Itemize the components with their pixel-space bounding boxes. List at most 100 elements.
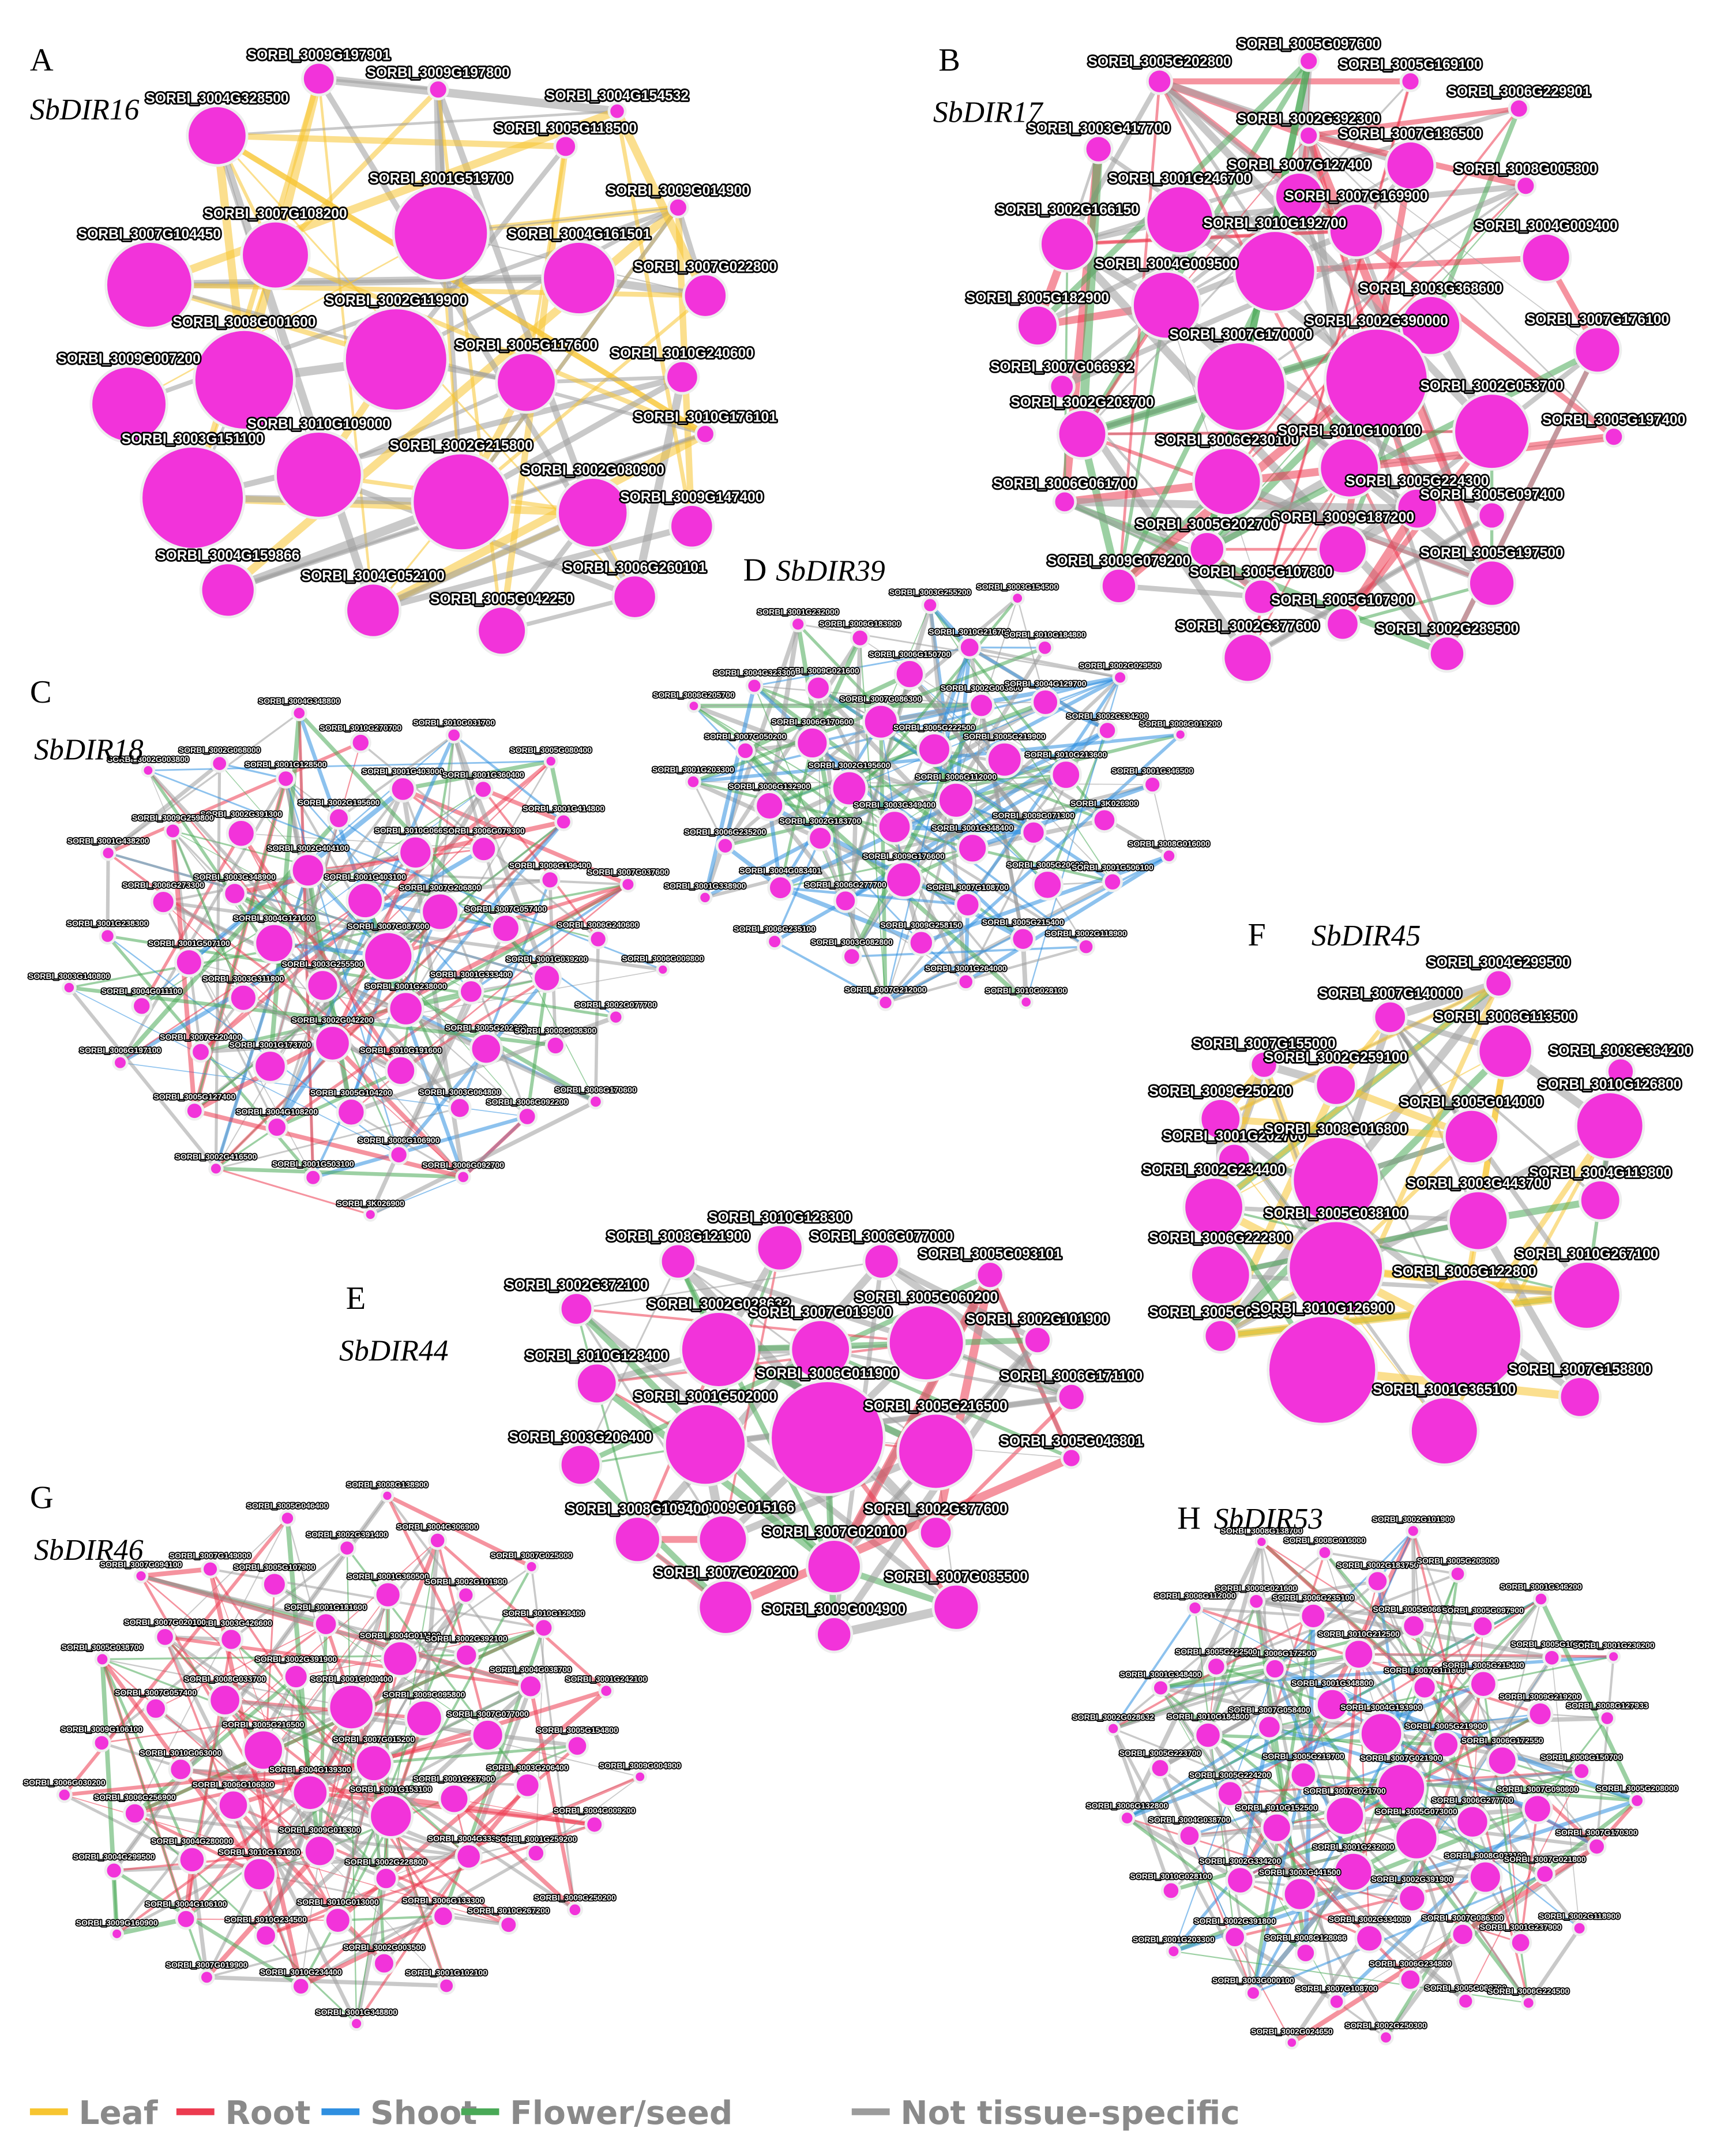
gene-label: SORBI_3003G441500	[1259, 1867, 1341, 1876]
gene-node	[553, 134, 578, 159]
gene-node	[954, 891, 982, 918]
gene-node	[1031, 688, 1060, 717]
gene-label: SORBI_3007G170300	[1556, 1828, 1638, 1837]
gene-node	[539, 869, 561, 891]
gene-label: SORBI_3006G171100	[1000, 1369, 1143, 1384]
gene-label: SORBI_3002G391400	[306, 1530, 388, 1539]
edge	[216, 1166, 464, 1179]
edge	[1126, 1816, 1242, 1882]
edge	[779, 720, 882, 889]
gene-label: SORBI_3007G090600	[1497, 1784, 1579, 1793]
edge	[1358, 1530, 1414, 1655]
edge	[163, 851, 416, 903]
gene-node	[1233, 229, 1317, 314]
edge	[452, 734, 508, 929]
gene-label: SORBI_3010G028100	[1130, 1872, 1212, 1881]
gene-label: SORBI_3002G195600	[809, 761, 890, 770]
gene-label: SORBI_3006G205700	[653, 690, 735, 699]
gene-label: SORBI_3005G202800	[1088, 54, 1231, 70]
edge	[1308, 106, 1520, 138]
edge	[482, 789, 599, 940]
gene-node	[1282, 1876, 1318, 1912]
gene-node	[1166, 1943, 1182, 1959]
gene-node	[327, 806, 351, 830]
gene-node	[1324, 326, 1430, 433]
gene-label: SORBI_3010G152500	[1236, 1803, 1318, 1812]
edge	[576, 1260, 882, 1310]
gene-node	[175, 1908, 197, 1930]
edge	[215, 820, 565, 1170]
gene-node	[766, 933, 783, 950]
gene-node	[1606, 1649, 1621, 1664]
gene-node	[663, 1402, 747, 1487]
gene-node	[1558, 1375, 1602, 1419]
gene-label: SORBI_3006G277700	[805, 880, 886, 889]
gene-label: SORBI_3005G223700	[1119, 1748, 1201, 1758]
gene-label: SORBI_3010G212500	[1318, 1629, 1400, 1638]
gene-node	[222, 881, 247, 906]
gene-label: SORBI_3005G097400	[1420, 487, 1563, 502]
gene-label: SORBI_3001G236200	[1573, 1641, 1655, 1650]
gene-label: SORBI_3007G021900	[1361, 1753, 1442, 1762]
network-panel: SORBI_3007G021900 SORBI_3007G021700 SORBI_…	[1071, 1500, 1679, 2050]
gene-label: SORBI_3002G183700	[779, 816, 861, 825]
gene-node	[94, 1651, 111, 1668]
gene-node	[533, 1617, 555, 1639]
gene-node	[588, 929, 608, 949]
edge	[1220, 1291, 1587, 1341]
edge	[1501, 1598, 1542, 1761]
gene-label: SORBI_3005G182900	[966, 290, 1109, 306]
gene-node	[301, 61, 337, 96]
gene-label: SORBI_3003G417700	[1027, 121, 1170, 136]
gene-node	[198, 1969, 215, 1986]
edge	[880, 721, 1034, 834]
gene-node	[1222, 632, 1274, 684]
gene-label: SORBI_3002G077700	[575, 1000, 657, 1009]
edge	[1082, 430, 1492, 436]
gene-label: SORBI_3007G140000	[1318, 986, 1461, 1002]
gene-node	[1446, 1189, 1510, 1252]
gene-node	[918, 1515, 954, 1551]
edge	[634, 1259, 885, 1542]
gene-label: SORBI_3005G197500	[1420, 545, 1563, 561]
gene-node	[1298, 125, 1320, 147]
gene-node	[454, 1642, 479, 1668]
gene-node	[795, 726, 830, 760]
gene-label: SORBI_3002G391900	[1371, 1874, 1453, 1883]
gene-label: SORBI_3006G019200	[1140, 719, 1222, 728]
gene-node	[217, 1788, 250, 1822]
gene-label: SORBI_3007G037600	[587, 868, 669, 877]
gene-node	[805, 1538, 863, 1596]
edge	[436, 1540, 489, 1736]
edge	[1113, 1668, 1276, 1730]
gene-label: SORBI_3010G191600	[360, 1046, 442, 1055]
gene-label: SORBI_3007G111800	[1384, 1665, 1465, 1675]
edge	[1339, 506, 1421, 626]
gene-label: SORBI_3001G346200	[1500, 1582, 1582, 1592]
edge	[1303, 1773, 1637, 1803]
gene-node	[455, 1169, 471, 1185]
gene-node	[385, 1054, 417, 1087]
gene-label: SORBI_3002G289500	[1376, 621, 1519, 637]
edge	[1113, 1653, 1359, 1730]
gene-label: SORBI_3002G392100	[426, 1634, 508, 1643]
edge	[140, 1574, 467, 1657]
gene-label: SORBI_3010G126800	[1538, 1077, 1681, 1093]
gene-node	[1587, 1836, 1607, 1857]
gene-node	[517, 1106, 538, 1127]
gene-node	[525, 1843, 546, 1864]
gene-node	[694, 423, 716, 445]
gene-label: SORBI_3005G042250	[430, 591, 573, 607]
edge	[319, 1718, 425, 1852]
gene-node	[1284, 2035, 1299, 2050]
gene-label: SORBI_3003G064800	[419, 1087, 501, 1097]
gene-node	[1225, 1865, 1256, 1896]
gene-node	[755, 1223, 805, 1273]
gene-label: SORBI_3002G101900	[425, 1577, 507, 1586]
edge	[216, 1107, 460, 1170]
gene-label: SORBI_3009G147400	[620, 490, 763, 505]
gene-node	[261, 1571, 288, 1598]
edge	[1017, 598, 1046, 703]
gene-label: SORBI_3010G128400	[503, 1608, 585, 1617]
gene-label: SORBI_3010G109000	[247, 416, 390, 432]
